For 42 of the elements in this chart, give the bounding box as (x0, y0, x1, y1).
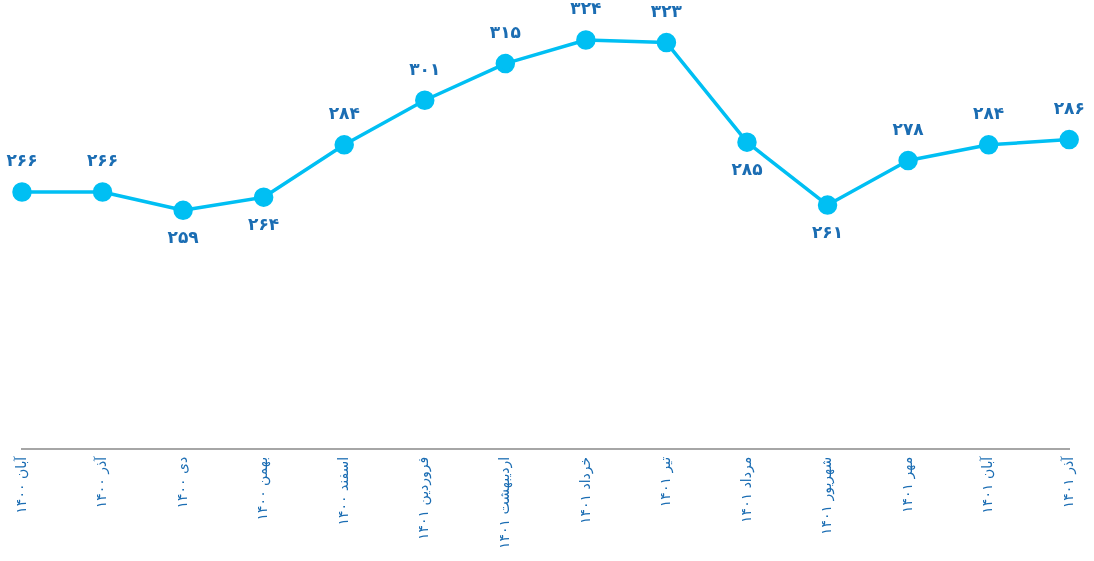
point (253, 187, 274, 207)
x-tick-label: آذر ۱۴۰۱ (1059, 455, 1077, 509)
data-label: ۲۸۵ (731, 158, 763, 179)
x-tick-label: اردیبهشت ۱۴۰۱ (495, 456, 513, 550)
point (737, 132, 757, 152)
data-label: ۲۸۶ (1053, 98, 1085, 118)
data-label: ۲۸۴ (973, 103, 1005, 124)
x-tick-label: اسفند ۱۴۰۰ (334, 456, 351, 526)
data-label: ۲۶۱ (811, 221, 844, 242)
data-label: ۲۶۶ (6, 150, 38, 171)
data-label: ۲۶۴ (248, 213, 280, 234)
point (656, 32, 677, 53)
x-tick-label: آذر ۱۴۰۰ (93, 455, 111, 509)
point (415, 90, 435, 111)
data-label: ۳۰۱ (409, 58, 441, 79)
point (173, 200, 193, 221)
x-tick-label: مهر ۱۴۰۱ (898, 456, 916, 513)
data-label: ۲۷۸ (892, 118, 925, 139)
x-tick-label: خرداد ۱۴۰۱ (576, 456, 594, 525)
point (92, 182, 113, 202)
point (978, 135, 999, 155)
x-tick-label: مرداد ۱۴۰۱ (737, 456, 755, 523)
point (495, 53, 516, 74)
point (334, 135, 354, 155)
data-label: ۳۱۵ (489, 22, 521, 43)
x-tick-label: دی ۱۴۰۰ (173, 456, 190, 509)
x-tick-label: تیر ۱۴۰۱ (657, 456, 675, 508)
data-label: ۳۲۳ (650, 1, 683, 22)
x-tick-label: آبان ۱۴۰۰ (12, 455, 29, 514)
point (898, 150, 918, 171)
point (1059, 129, 1079, 150)
point (12, 182, 32, 202)
point (576, 30, 596, 50)
x-tick-label: بهمن ۱۴۰۰ (254, 456, 272, 521)
point (817, 195, 838, 215)
data-label: ۲۸۴ (328, 103, 360, 124)
data-label: ۲۵۹ (167, 226, 200, 247)
x-tick-label: آبان ۱۴۰۱ (979, 455, 996, 514)
data-label: ۳۲۴ (570, 0, 602, 19)
x-tick-label: شهریور ۱۴۰۱ (818, 456, 836, 536)
x-tick-label: فروردین ۱۴۰۱ (415, 456, 433, 541)
data-label: ۲۶۶ (86, 150, 119, 171)
